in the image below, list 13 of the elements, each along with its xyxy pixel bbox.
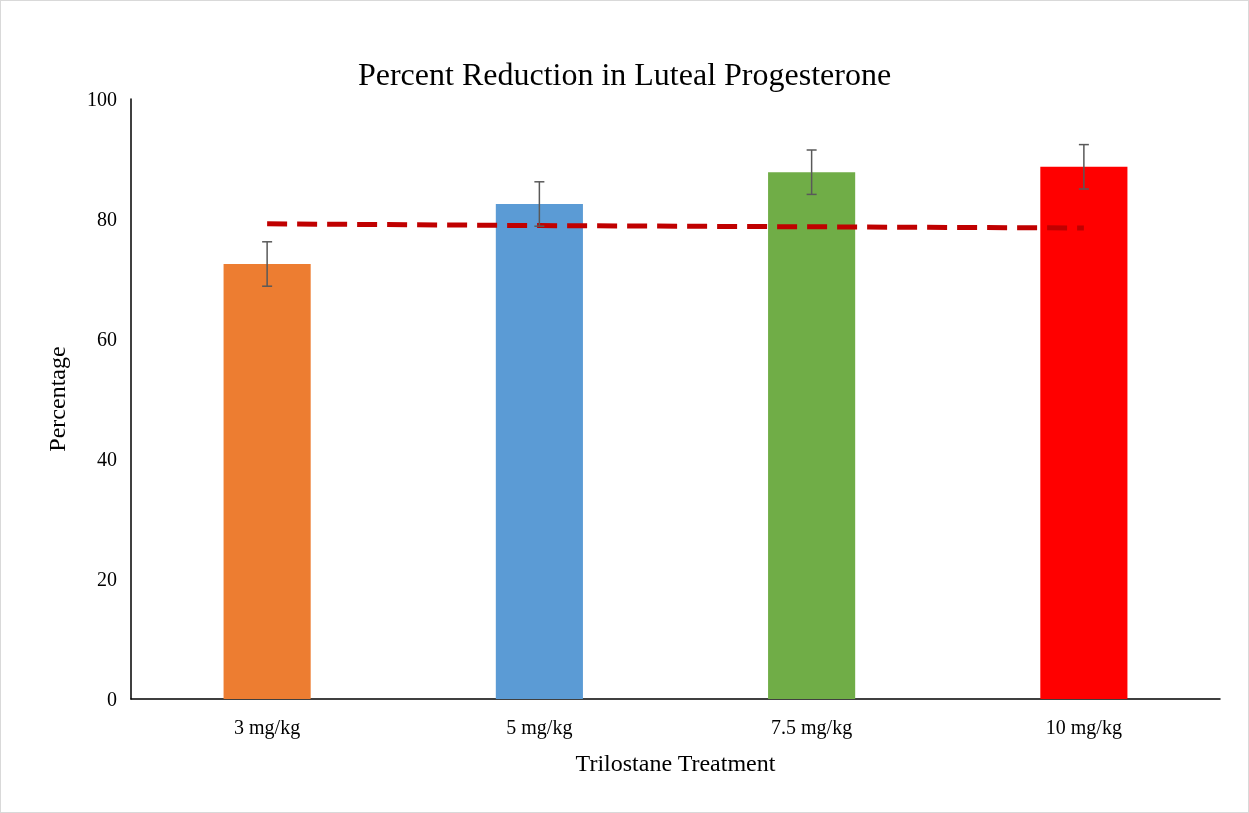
x-tick-label: 5 mg/kg (506, 716, 573, 739)
y-tick-label: 80 (97, 208, 117, 230)
x-axis-title: Trilostane Treatment (575, 750, 776, 776)
y-tick-label: 60 (97, 328, 117, 350)
x-tick-label: 7.5 mg/kg (771, 716, 853, 739)
y-tick-label: 40 (97, 448, 117, 470)
chart-title: Percent Reduction in Luteal Progesterone (357, 56, 892, 92)
y-tick-label: 0 (107, 688, 117, 710)
y-tick-label: 100 (87, 88, 117, 110)
y-axis-title: Percentage (44, 346, 70, 452)
y-tick-label: 20 (97, 568, 117, 590)
x-tick-label: 10 mg/kg (1045, 716, 1122, 739)
x-tick-label: 3 mg/kg (234, 716, 301, 739)
